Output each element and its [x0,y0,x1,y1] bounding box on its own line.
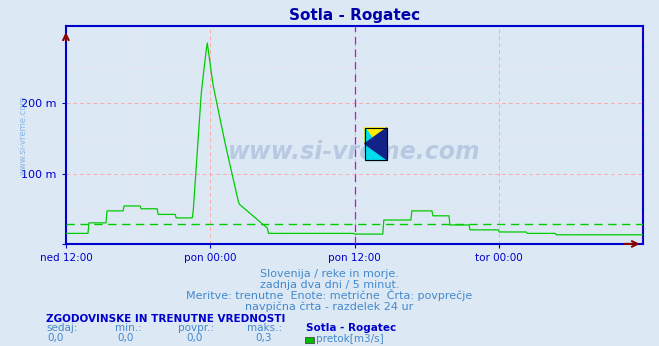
Text: 0,0: 0,0 [186,333,202,343]
Text: pretok[m3/s]: pretok[m3/s] [316,334,384,344]
Text: min.:: min.: [115,324,142,334]
Text: www.si-vreme.com: www.si-vreme.com [228,140,480,164]
Text: povpr.:: povpr.: [178,324,214,334]
Title: Sotla - Rogatec: Sotla - Rogatec [289,8,420,24]
Text: Meritve: trenutne  Enote: metrične  Črta: povprečje: Meritve: trenutne Enote: metrične Črta: … [186,289,473,301]
Text: sedaj:: sedaj: [46,324,78,334]
Text: maks.:: maks.: [247,324,282,334]
Polygon shape [364,128,387,160]
Polygon shape [364,128,387,144]
Text: ZGODOVINSKE IN TRENUTNE VREDNOSTI: ZGODOVINSKE IN TRENUTNE VREDNOSTI [46,315,285,325]
Bar [364,128,387,160]
Text: Sotla - Rogatec: Sotla - Rogatec [306,324,397,334]
Polygon shape [364,128,387,160]
Text: www.si-vreme.com: www.si-vreme.com [18,95,27,175]
Text: navpična črta - razdelek 24 ur: navpična črta - razdelek 24 ur [245,301,414,312]
Text: 0,0: 0,0 [117,333,133,343]
Text: 0,3: 0,3 [255,333,272,343]
Text: Slovenija / reke in morje.: Slovenija / reke in morje. [260,269,399,279]
Text: 0,0: 0,0 [48,333,64,343]
Text: zadnja dva dni / 5 minut.: zadnja dva dni / 5 minut. [260,280,399,290]
